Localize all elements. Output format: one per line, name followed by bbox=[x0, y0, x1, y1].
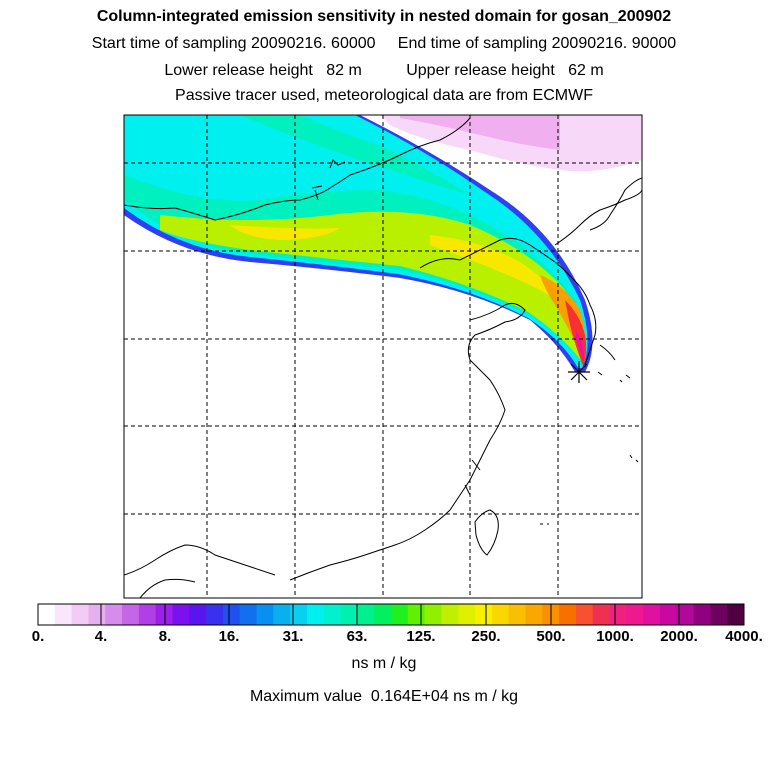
colorbar-tick-label: 125. bbox=[406, 628, 436, 645]
colorbar-cell bbox=[424, 604, 442, 625]
sampling-time-line: Start time of sampling 20090216. 60000 E… bbox=[91, 35, 677, 52]
colorbar-cell bbox=[575, 604, 594, 625]
colorbar-cell bbox=[88, 604, 106, 625]
colorbar-cell bbox=[374, 604, 392, 625]
plot-title: Column-integrated emission sensitivity i… bbox=[96, 8, 672, 25]
colorbar-cell bbox=[256, 604, 274, 625]
colorbar-cell bbox=[155, 604, 173, 625]
colorbar-cell bbox=[357, 604, 375, 625]
colorbar-cell bbox=[626, 604, 644, 625]
colorbar-cell bbox=[458, 604, 476, 625]
colorbar-cell bbox=[693, 604, 711, 625]
colorbar-cell bbox=[105, 604, 123, 625]
coastlines-borders bbox=[124, 117, 642, 598]
colorbar-cell bbox=[306, 604, 325, 625]
colorbar-tick-label: 1000. bbox=[596, 628, 634, 645]
map-frame bbox=[123, 114, 643, 599]
colorbar-tick-label: 4000. bbox=[725, 628, 763, 645]
colorbar-cell bbox=[508, 604, 526, 625]
colorbar-cell bbox=[391, 604, 409, 625]
colorbar-cell bbox=[710, 604, 728, 625]
colorbar-cell bbox=[525, 604, 543, 625]
colorbar-cell bbox=[290, 604, 308, 625]
colorbar-cell bbox=[38, 604, 56, 625]
colorbar-cell bbox=[323, 604, 342, 625]
colorbar-units: ns m / kg bbox=[351, 655, 417, 672]
colorbar-cell bbox=[676, 604, 695, 625]
star-icon bbox=[568, 361, 590, 383]
colorbar-tick-label: 250. bbox=[471, 628, 501, 645]
colorbar-cell bbox=[609, 604, 627, 625]
colorbar-cell bbox=[475, 604, 493, 625]
colorbar-cell bbox=[592, 604, 611, 625]
colorbar-cell bbox=[643, 604, 661, 625]
colorbar-cell bbox=[172, 604, 190, 625]
colorbar-cell bbox=[559, 604, 577, 625]
release-height-line: Lower release height 82 m Upper release … bbox=[164, 62, 604, 79]
plumeMag-area bbox=[576, 330, 585, 362]
colorbar-tick-label: 16. bbox=[218, 628, 240, 645]
colorbar-cell bbox=[239, 604, 258, 625]
colorbar-cell bbox=[71, 604, 89, 625]
colorbar-cell bbox=[189, 604, 207, 625]
colorbar-tick-label: 500. bbox=[536, 628, 566, 645]
colorbar-tick-label: 4. bbox=[94, 628, 108, 645]
colorbar-tick-label: 2000. bbox=[660, 628, 698, 645]
colorbar-cell bbox=[441, 604, 459, 625]
colorbar-cell bbox=[659, 604, 678, 625]
colorbar-cell bbox=[340, 604, 358, 625]
colorbar-tick-label: 63. bbox=[346, 628, 368, 645]
colorbar-cell bbox=[54, 604, 73, 625]
tracer-info-line: Passive tracer used, meteorological data… bbox=[175, 87, 593, 104]
colorbar-cell bbox=[491, 604, 510, 625]
tealStreak-area bbox=[240, 115, 470, 195]
colorbar-cell bbox=[122, 604, 140, 625]
colorbar-tick-label: 0. bbox=[31, 628, 45, 645]
colorbar-cell bbox=[273, 604, 291, 625]
colorbar-cell bbox=[727, 604, 745, 625]
colorbar-tick-label: 8. bbox=[158, 628, 172, 645]
colorbar-tick-label: 31. bbox=[282, 628, 304, 645]
maximum-value-label: Maximum value 0.164E+04 ns m / kg bbox=[249, 688, 519, 705]
plumeY-area bbox=[230, 225, 570, 310]
colorbar-cell bbox=[222, 604, 241, 625]
pinkTop-area bbox=[380, 115, 642, 172]
colorbar-cell bbox=[407, 604, 426, 625]
colorbar-cell bbox=[138, 604, 157, 625]
colorbar-cell bbox=[206, 604, 224, 625]
pinkTop2-area bbox=[400, 115, 560, 150]
